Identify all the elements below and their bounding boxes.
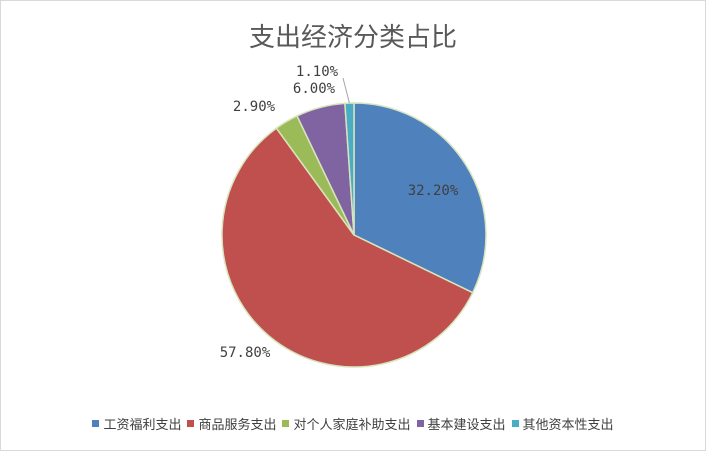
legend-item: 工资福利支出 — [92, 414, 181, 433]
pie-slice — [221, 127, 474, 368]
data-label: 2.90% — [233, 99, 276, 115]
legend-swatch — [187, 420, 195, 427]
legend-label: 基本建设支出 — [427, 418, 506, 433]
legend-item: 对个人家庭补助支出 — [282, 414, 411, 433]
leader-line — [342, 77, 350, 104]
chart-title: 支出经济分类占比 — [249, 23, 457, 53]
legend-swatch — [282, 420, 290, 427]
legend-swatch — [92, 420, 100, 427]
legend-item: 其他资本性支出 — [511, 414, 614, 433]
legend-label: 商品服务支出 — [198, 418, 277, 433]
data-label: 1.10% — [296, 64, 339, 80]
data-label: 57.80% — [220, 345, 271, 361]
legend-label: 其他资本性支出 — [522, 418, 614, 433]
legend-swatch — [416, 420, 424, 427]
legend-item: 基本建设支出 — [416, 414, 506, 433]
legend-label: 工资福利支出 — [103, 418, 182, 433]
legend-label: 对个人家庭补助支出 — [293, 418, 411, 433]
legend: 工资福利支出 商品服务支出 对个人家庭补助支出 基本建设支出 其他资本性支出 — [1, 414, 705, 433]
pie-slice — [353, 102, 487, 294]
legend-swatch — [511, 420, 519, 427]
data-label: 32.20% — [408, 183, 459, 199]
data-label: 6.00% — [293, 81, 336, 97]
legend-item: 商品服务支出 — [187, 414, 276, 433]
